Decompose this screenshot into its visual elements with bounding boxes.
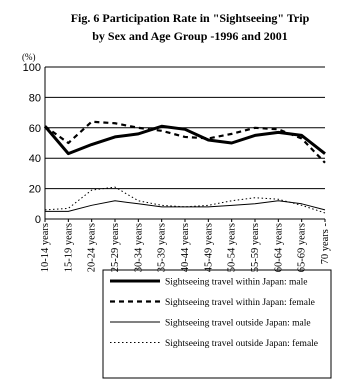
chart-title: Fig. 6 Participation Rate in "Sightseein… xyxy=(71,11,310,25)
y-tick-label: 80 xyxy=(29,92,41,104)
x-tick-label: 20-24 years xyxy=(87,223,98,272)
x-tick-label: 45-49 years xyxy=(203,223,214,272)
legend-label: Sightseeing travel outside Japan: male xyxy=(165,319,311,329)
series-line xyxy=(43,124,326,156)
x-tick-label: 55-59 years xyxy=(250,223,261,272)
y-axis-label: (%) xyxy=(22,52,36,62)
series-line xyxy=(44,120,326,164)
y-tick-label: 0 xyxy=(35,214,41,226)
y-tick-label: 40 xyxy=(29,153,41,165)
series-line xyxy=(45,200,326,212)
y-tick-label: 100 xyxy=(23,62,41,74)
x-tick-label: 65-69 years xyxy=(297,223,308,272)
x-tick-label: 50-54 years xyxy=(227,223,238,272)
legend-label: Sightseeing travel within Japan: male xyxy=(165,278,307,288)
x-tick-label: 70 years - xyxy=(320,223,331,265)
x-tick-label: 10-14 years xyxy=(40,223,51,272)
legend-label: Sightseeing travel within Japan: female xyxy=(165,297,315,308)
x-tick-label: 25-29 years xyxy=(110,223,121,272)
x-tick-label: 40-44 years xyxy=(180,223,191,272)
y-tick-label: 20 xyxy=(29,184,41,196)
x-tick-label: 35-39 years xyxy=(157,223,168,272)
legend-box xyxy=(102,269,332,379)
legend-label: Sightseeing travel outside Japan: female xyxy=(165,338,318,349)
y-tick-label: 60 xyxy=(29,123,41,135)
x-tick-label: 30-34 years xyxy=(133,223,144,272)
chart-subtitle: by Sex and Age Group -1996 and 2001 xyxy=(92,29,288,43)
series-line xyxy=(44,186,326,214)
x-tick-label: 15-19 years xyxy=(63,223,74,272)
x-tick-label: 60-64 years xyxy=(273,223,284,272)
